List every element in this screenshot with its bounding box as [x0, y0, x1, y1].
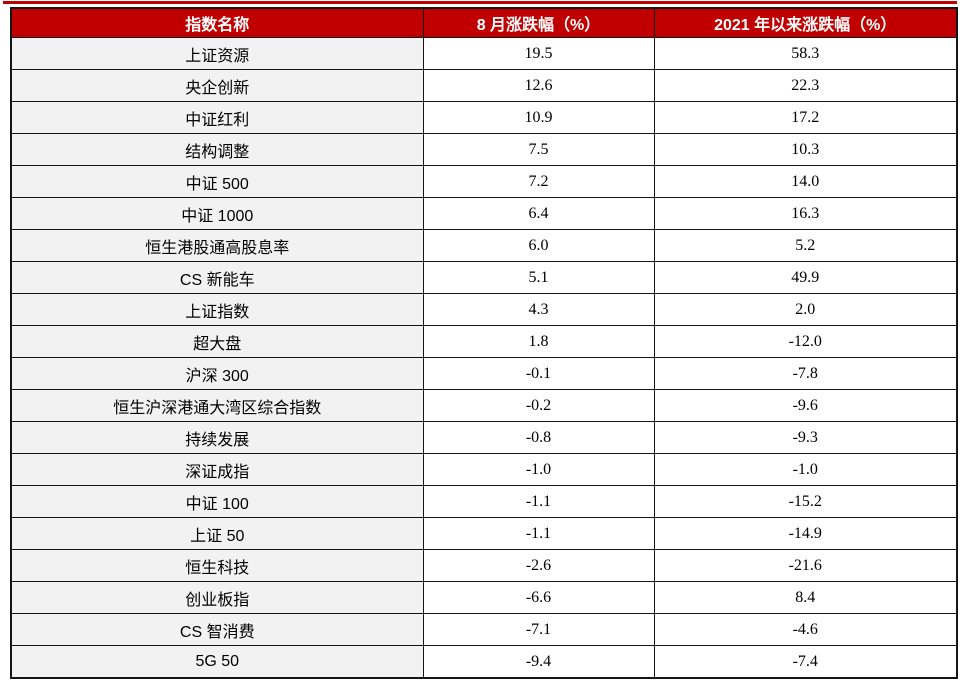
index-performance-table: 指数名称 8 月涨跌幅（%） 2021 年以来涨跌幅（%） 上证资源 19.5 … [10, 7, 958, 679]
august-change-cell: 6.4 [422, 197, 655, 230]
index-name-cell: 上证 50 [10, 517, 424, 550]
table-row: 中证 1000 6.4 16.3 [10, 197, 958, 230]
table-row: 上证指数 4.3 2.0 [10, 293, 958, 326]
table-row: 恒生港股通高股息率 6.0 5.2 [10, 229, 958, 262]
index-name-cell: 中证 1000 [10, 197, 424, 230]
ytd-change-cell: 8.4 [653, 581, 958, 614]
august-change-cell: -2.6 [422, 549, 655, 582]
ytd-change-cell: 22.3 [653, 69, 958, 102]
index-name-cell: 上证资源 [10, 37, 424, 70]
ytd-change-cell: 5.2 [653, 229, 958, 262]
index-name-cell: 持续发展 [10, 421, 424, 454]
index-name-cell: 沪深 300 [10, 357, 424, 390]
ytd-change-cell: -1.0 [653, 453, 958, 486]
august-change-cell: -0.2 [422, 389, 655, 422]
index-name-cell: 创业板指 [10, 581, 424, 614]
august-change-cell: -1.1 [422, 485, 655, 518]
august-change-cell: -7.1 [422, 613, 655, 646]
table-row: 上证资源 19.5 58.3 [10, 37, 958, 70]
august-change-cell: 7.2 [422, 165, 655, 198]
ytd-change-cell: 49.9 [653, 261, 958, 294]
column-header-august-change: 8 月涨跌幅（%） [422, 7, 655, 38]
index-name-cell: 央企创新 [10, 69, 424, 102]
index-name-cell: 恒生港股通高股息率 [10, 229, 424, 262]
ytd-change-cell: 10.3 [653, 133, 958, 166]
index-name-cell: 深证成指 [10, 453, 424, 486]
august-change-cell: 19.5 [422, 37, 655, 70]
index-name-cell: 结构调整 [10, 133, 424, 166]
ytd-change-cell: 58.3 [653, 37, 958, 70]
index-name-cell: 超大盘 [10, 325, 424, 358]
august-change-cell: -0.8 [422, 421, 655, 454]
column-header-index-name: 指数名称 [10, 7, 424, 38]
table-row: 创业板指 -6.6 8.4 [10, 581, 958, 614]
column-header-ytd-change: 2021 年以来涨跌幅（%） [653, 7, 958, 38]
table-header-row: 指数名称 8 月涨跌幅（%） 2021 年以来涨跌幅（%） [10, 7, 958, 38]
table-row: 5G 50 -9.4 -7.4 [10, 645, 958, 679]
ytd-change-cell: -7.8 [653, 357, 958, 390]
ytd-change-cell: -12.0 [653, 325, 958, 358]
red-accent-line [3, 1, 957, 4]
table-container: 指数名称 8 月涨跌幅（%） 2021 年以来涨跌幅（%） 上证资源 19.5 … [10, 7, 958, 679]
table-row: 中证红利 10.9 17.2 [10, 101, 958, 134]
index-name-cell: 恒生科技 [10, 549, 424, 582]
august-change-cell: 7.5 [422, 133, 655, 166]
ytd-change-cell: -15.2 [653, 485, 958, 518]
index-name-cell: 中证红利 [10, 101, 424, 134]
august-change-cell: -6.6 [422, 581, 655, 614]
table-row: CS 新能车 5.1 49.9 [10, 261, 958, 294]
table-row: 结构调整 7.5 10.3 [10, 133, 958, 166]
index-name-cell: 中证 500 [10, 165, 424, 198]
index-name-cell: 上证指数 [10, 293, 424, 326]
august-change-cell: 10.9 [422, 101, 655, 134]
index-name-cell: 5G 50 [10, 645, 424, 679]
index-name-cell: 恒生沪深港通大湾区综合指数 [10, 389, 424, 422]
index-name-cell: CS 新能车 [10, 261, 424, 294]
index-name-cell: CS 智消费 [10, 613, 424, 646]
august-change-cell: -9.4 [422, 645, 655, 679]
august-change-cell: 4.3 [422, 293, 655, 326]
table-row: 中证 500 7.2 14.0 [10, 165, 958, 198]
ytd-change-cell: 14.0 [653, 165, 958, 198]
ytd-change-cell: -4.6 [653, 613, 958, 646]
ytd-change-cell: 17.2 [653, 101, 958, 134]
table-row: 恒生科技 -2.6 -21.6 [10, 549, 958, 582]
august-change-cell: 1.8 [422, 325, 655, 358]
table-row: 恒生沪深港通大湾区综合指数 -0.2 -9.6 [10, 389, 958, 422]
ytd-change-cell: -14.9 [653, 517, 958, 550]
august-change-cell: 12.6 [422, 69, 655, 102]
ytd-change-cell: -21.6 [653, 549, 958, 582]
table-row: 央企创新 12.6 22.3 [10, 69, 958, 102]
table-row: 上证 50 -1.1 -14.9 [10, 517, 958, 550]
august-change-cell: 6.0 [422, 229, 655, 262]
table-row: 深证成指 -1.0 -1.0 [10, 453, 958, 486]
index-name-cell: 中证 100 [10, 485, 424, 518]
ytd-change-cell: 16.3 [653, 197, 958, 230]
ytd-change-cell: -9.6 [653, 389, 958, 422]
ytd-change-cell: -9.3 [653, 421, 958, 454]
august-change-cell: 5.1 [422, 261, 655, 294]
table-row: 沪深 300 -0.1 -7.8 [10, 357, 958, 390]
ytd-change-cell: 2.0 [653, 293, 958, 326]
table-row: CS 智消费 -7.1 -4.6 [10, 613, 958, 646]
ytd-change-cell: -7.4 [653, 645, 958, 679]
august-change-cell: -1.0 [422, 453, 655, 486]
table-row: 持续发展 -0.8 -9.3 [10, 421, 958, 454]
august-change-cell: -0.1 [422, 357, 655, 390]
table-row: 中证 100 -1.1 -15.2 [10, 485, 958, 518]
table-row: 超大盘 1.8 -12.0 [10, 325, 958, 358]
august-change-cell: -1.1 [422, 517, 655, 550]
